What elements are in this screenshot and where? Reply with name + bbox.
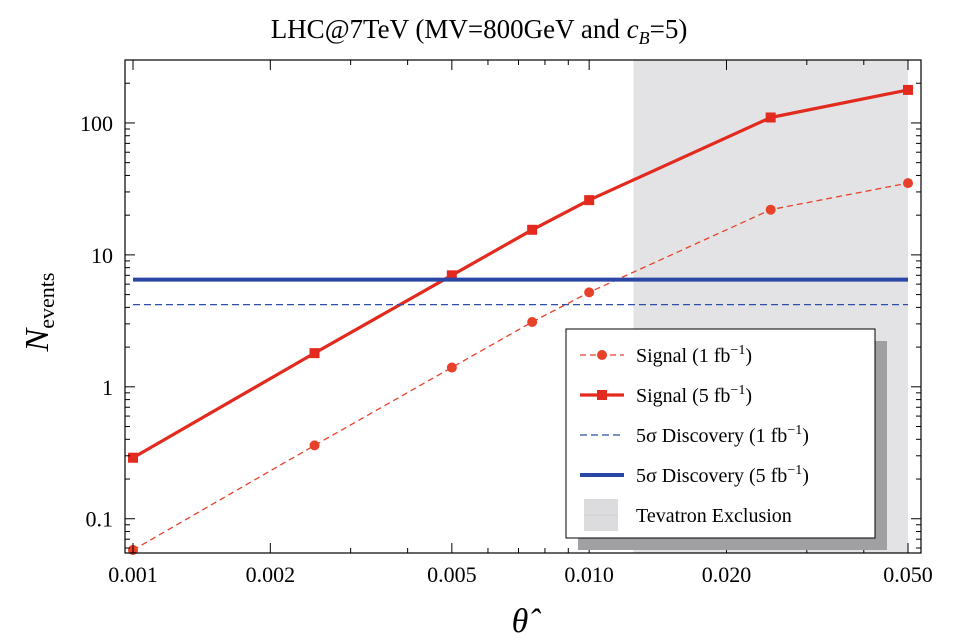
- plot-frame: [124, 59, 922, 554]
- series-1-point-5: [765, 112, 776, 123]
- series-1-point-1: [309, 348, 320, 359]
- y-tick-label-3: 100: [80, 111, 113, 136]
- legend-label-text-3: 5σ Discovery (5 fb: [636, 465, 787, 487]
- y-tick-label-2: 10: [91, 243, 113, 268]
- y-tick-label-1: 1: [102, 375, 113, 400]
- title-prefix: LHC@7TeV (MV=800GeV and: [271, 14, 627, 44]
- series-1-point-2: [446, 270, 457, 281]
- legend-marker-1: [597, 390, 607, 400]
- legend-label-sup-2: −1: [787, 423, 802, 438]
- legend-label-sup-3: −1: [787, 463, 802, 478]
- legend-label-sup-1: −1: [730, 383, 745, 398]
- legend-label-0: Signal (1 fb−1): [636, 343, 752, 367]
- title-suffix: =5): [650, 14, 688, 44]
- series-0: [128, 178, 913, 555]
- series-0-point-6: [903, 178, 913, 189]
- svg-text:Nevents: Nevents: [19, 273, 59, 353]
- legend-label-text-2: 5σ Discovery (1 fb: [636, 425, 787, 447]
- legend-label-3: 5σ Discovery (5 fb−1): [636, 463, 809, 487]
- legend-label-2: 5σ Discovery (1 fb−1): [636, 423, 809, 447]
- series-0-point-5: [765, 204, 776, 215]
- legend-label-end-0: ): [745, 345, 752, 367]
- series-1-point-0: [128, 452, 138, 463]
- legend-entry-4: Tevatron Exclusion: [584, 499, 792, 531]
- legend-label-text-1: Signal (5 fb: [636, 385, 730, 407]
- x-tick-label-0: 0.001: [108, 562, 158, 587]
- series-0-point-4: [584, 287, 595, 298]
- y-axis-label: Nevents: [19, 273, 59, 353]
- legend: Signal (1 fb−1)Signal (5 fb−1)5σ Discove…: [565, 328, 887, 550]
- y-tick-label-0: 0.1: [86, 507, 114, 532]
- series-1: [128, 84, 913, 463]
- series-1-point-3: [527, 224, 538, 235]
- y-axis-label-main: N: [19, 326, 56, 352]
- legend-label-end-3: ): [802, 465, 809, 487]
- legend-entry-2: 5σ Discovery (1 fb−1): [580, 423, 809, 447]
- x-tick-label-3: 0.010: [564, 562, 614, 587]
- title-c: c: [627, 14, 639, 44]
- x-tick-label-4: 0.020: [702, 562, 752, 587]
- legend-label-end-2: ): [802, 425, 809, 447]
- series-1-point-4: [584, 195, 595, 206]
- legend-label-sup-0: −1: [730, 343, 745, 358]
- legend-marker-0: [597, 350, 607, 360]
- legend-label-end-1: ): [745, 385, 752, 407]
- legend-entry-0: Signal (1 fb−1): [580, 343, 752, 367]
- svg-text:LHC@7TeV (MV=800GeV and cB=5): LHC@7TeV (MV=800GeV and cB=5): [271, 14, 688, 48]
- x-tick-label-5: 0.050: [883, 562, 933, 587]
- legend-label-text-0: Signal (1 fb: [636, 345, 730, 367]
- series-0-point-2: [446, 362, 457, 373]
- legend-entry-3: 5σ Discovery (5 fb−1): [580, 463, 809, 487]
- x-tick-label-2: 0.005: [427, 562, 477, 587]
- x-tick-label-1: 0.002: [246, 562, 296, 587]
- series-0-point-1: [309, 440, 320, 451]
- series-1-point-6: [903, 84, 913, 95]
- x-axis-label: θ̂: [512, 603, 542, 640]
- series-0-point-3: [527, 316, 538, 327]
- chart-title: LHC@7TeV (MV=800GeV and cB=5): [271, 14, 688, 48]
- y-axis-label-sub: events: [34, 273, 59, 329]
- legend-entry-1: Signal (5 fb−1): [580, 383, 752, 407]
- legend-label-1: Signal (5 fb−1): [636, 383, 752, 407]
- legend-label-text-4: Tevatron Exclusion: [636, 505, 792, 527]
- legend-label-4: Tevatron Exclusion: [636, 505, 792, 527]
- title-c-sub: B: [639, 28, 650, 48]
